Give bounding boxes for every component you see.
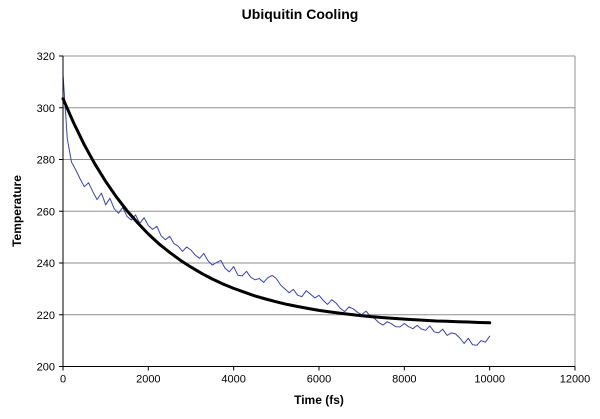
series-exponential-fit-smooth bbox=[61, 97, 492, 325]
x-tick-label-4000: 4000 bbox=[221, 374, 245, 386]
x-tick-label-10000: 10000 bbox=[474, 374, 505, 386]
x-tick-label-0: 0 bbox=[60, 374, 66, 386]
x-tick-label-8000: 8000 bbox=[392, 374, 416, 386]
y-tick-label-240: 240 bbox=[37, 258, 55, 270]
x-tick-label-6000: 6000 bbox=[307, 374, 331, 386]
y-tick-label-220: 220 bbox=[37, 310, 55, 322]
y-tick-label-280: 280 bbox=[37, 155, 55, 167]
x-axis-title: Time (fs) bbox=[294, 393, 344, 407]
y-tick-label-300: 300 bbox=[37, 103, 55, 115]
y-tick-label-320: 320 bbox=[37, 51, 55, 63]
y-tick-label-260: 260 bbox=[37, 206, 55, 218]
x-tick-label-12000: 12000 bbox=[560, 374, 591, 386]
y-tick-label-200: 200 bbox=[37, 362, 55, 374]
chart-title: Ubiquitin Cooling bbox=[241, 6, 359, 22]
x-tick-label-2000: 2000 bbox=[136, 374, 160, 386]
y-axis-title: Temperature bbox=[10, 175, 24, 247]
